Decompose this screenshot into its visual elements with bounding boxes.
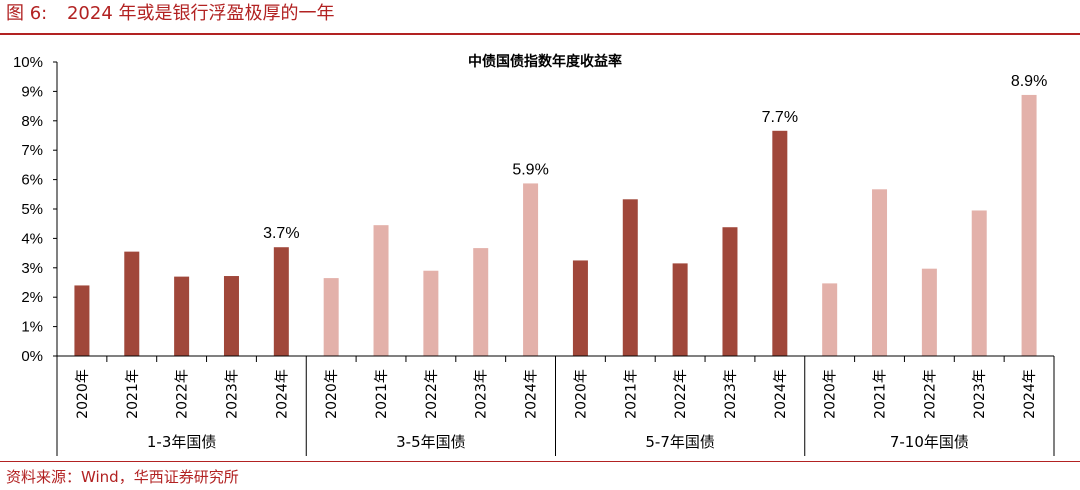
x-group-label: 3-5年国债 [396, 433, 466, 451]
y-axis: 0% 1% 2% 3% 4% 5% 6% 7% 8% 9% 10% [13, 54, 58, 365]
x-category-label: 2023年 [972, 369, 988, 419]
bar-data-label: 3.7% [263, 225, 299, 242]
x-category-label: 2024年 [1022, 369, 1038, 419]
x-category-label: 2021年 [873, 369, 889, 419]
x-category-label: 2022年 [175, 369, 191, 419]
x-category-label: 2024年 [274, 369, 290, 419]
bar [672, 263, 688, 356]
x-category-label: 2022年 [424, 369, 440, 419]
chart-title: 中债国债指数年度收益率 [468, 53, 622, 70]
bar [722, 227, 738, 356]
y-tick-label: 5% [21, 201, 43, 218]
x-category-label: 2020年 [75, 369, 91, 419]
y-tick-label: 4% [21, 230, 43, 247]
bar [822, 283, 838, 356]
bar [174, 276, 190, 356]
bar [273, 247, 289, 356]
x-category-label: 2024年 [524, 369, 540, 419]
y-tick-label: 8% [21, 113, 43, 130]
y-tick-label: 6% [21, 172, 43, 189]
y-tick-label: 9% [21, 83, 43, 100]
bar-chart: 中债国债指数年度收益率 0% 1% 2% 3% 4% 5% 6% 7% 8% 9% 10% 3.7%… [13, 53, 1055, 456]
bar-data-label: 5.9% [512, 161, 548, 178]
header-rule [0, 33, 1080, 35]
x-category-label: 2022年 [673, 369, 689, 419]
bar [423, 270, 439, 356]
x-category-label: 2021年 [623, 369, 639, 419]
bar [323, 278, 339, 356]
bar-data-label: 8.9% [1011, 73, 1047, 90]
x-category-label: 2021年 [374, 369, 390, 419]
y-tick-label: 2% [21, 289, 43, 306]
x-axis: 2020年 2021年 2022年 2023年 2024年 1-3年国债 2020年 2021… [56, 355, 1055, 456]
bar [223, 276, 239, 356]
x-group-label: 5-7年国债 [645, 433, 715, 451]
bar [772, 130, 788, 356]
x-category-label: 2024年 [773, 369, 789, 419]
y-tick-label: 7% [21, 142, 43, 159]
source-note: 资料来源：Wind，华西证券研究所 [6, 468, 239, 486]
bar [124, 251, 140, 356]
y-tick-label: 10% [13, 54, 43, 71]
bar [523, 183, 539, 356]
figure-header: 图 6: 2024 年或是银行浮盈极厚的一年 [6, 0, 335, 28]
bar [1021, 94, 1037, 356]
bar [74, 285, 90, 356]
bar [971, 210, 987, 356]
footer-rule [0, 461, 1080, 462]
x-category-label: 2023年 [474, 369, 490, 419]
bar [473, 248, 489, 356]
x-category-label: 2021年 [125, 369, 141, 419]
x-group-label: 7-10年国债 [890, 433, 969, 451]
bar [572, 260, 588, 356]
figure-label: 图 6: [6, 3, 48, 24]
bar-data-label: 7.7% [762, 109, 798, 126]
x-category-label: 2020年 [573, 369, 589, 419]
x-category-label: 2023年 [224, 369, 240, 419]
bar [373, 225, 389, 356]
bar [921, 268, 937, 356]
y-tick-label: 3% [21, 260, 43, 277]
x-category-label: 2022年 [922, 369, 938, 419]
y-tick-label: 1% [21, 319, 43, 336]
x-group-label: 1-3年国债 [147, 433, 217, 451]
bar [622, 199, 638, 356]
y-tick-label: 0% [21, 348, 43, 365]
bars: 3.7% 5.9% 7.7% 8.9% [74, 73, 1047, 356]
x-category-label: 2020年 [324, 369, 340, 419]
x-category-label: 2020年 [823, 369, 839, 419]
figure-title: 2024 年或是银行浮盈极厚的一年 [66, 3, 335, 24]
x-category-label: 2023年 [723, 369, 739, 419]
bar [872, 189, 888, 356]
